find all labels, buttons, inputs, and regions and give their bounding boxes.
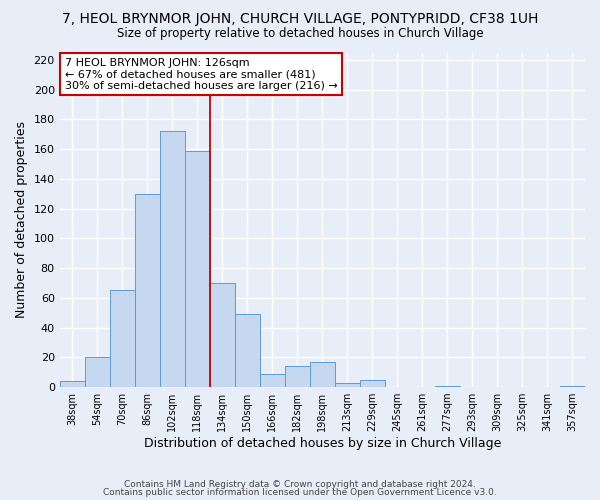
- Bar: [235, 314, 260, 387]
- Bar: [335, 382, 360, 387]
- X-axis label: Distribution of detached houses by size in Church Village: Distribution of detached houses by size …: [143, 437, 501, 450]
- Bar: [560, 386, 585, 387]
- Bar: [210, 283, 235, 387]
- Bar: [260, 374, 285, 387]
- Text: Contains HM Land Registry data © Crown copyright and database right 2024.: Contains HM Land Registry data © Crown c…: [124, 480, 476, 489]
- Bar: [310, 362, 335, 387]
- Text: 7 HEOL BRYNMOR JOHN: 126sqm
← 67% of detached houses are smaller (481)
30% of se: 7 HEOL BRYNMOR JOHN: 126sqm ← 67% of det…: [65, 58, 338, 90]
- Bar: [160, 132, 185, 387]
- Text: 7, HEOL BRYNMOR JOHN, CHURCH VILLAGE, PONTYPRIDD, CF38 1UH: 7, HEOL BRYNMOR JOHN, CHURCH VILLAGE, PO…: [62, 12, 538, 26]
- Bar: [135, 194, 160, 387]
- Bar: [285, 366, 310, 387]
- Bar: [85, 358, 110, 387]
- Y-axis label: Number of detached properties: Number of detached properties: [15, 122, 28, 318]
- Bar: [435, 386, 460, 387]
- Bar: [185, 150, 210, 387]
- Bar: [360, 380, 385, 387]
- Text: Size of property relative to detached houses in Church Village: Size of property relative to detached ho…: [116, 28, 484, 40]
- Text: Contains public sector information licensed under the Open Government Licence v3: Contains public sector information licen…: [103, 488, 497, 497]
- Bar: [59, 381, 85, 387]
- Bar: [110, 290, 135, 387]
